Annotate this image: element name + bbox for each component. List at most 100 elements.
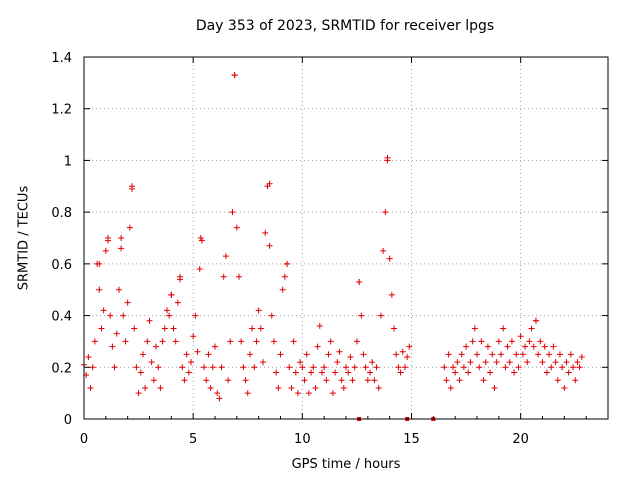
y-tick-label: 1.2 bbox=[51, 103, 72, 118]
data-point bbox=[87, 384, 94, 391]
data-point bbox=[404, 353, 411, 360]
data-point bbox=[277, 351, 284, 358]
data-point bbox=[124, 299, 131, 306]
data-point bbox=[196, 266, 203, 273]
data-point bbox=[133, 364, 140, 371]
data-point bbox=[96, 260, 103, 267]
data-point bbox=[122, 338, 129, 345]
data-point bbox=[100, 307, 107, 314]
data-point bbox=[382, 209, 389, 216]
data-point bbox=[251, 364, 258, 371]
data-point bbox=[98, 325, 105, 332]
data-point bbox=[262, 229, 269, 236]
data-point bbox=[465, 369, 472, 376]
data-points bbox=[81, 72, 585, 421]
data-point bbox=[212, 343, 218, 350]
data-point bbox=[316, 322, 323, 329]
data-point bbox=[371, 377, 378, 384]
data-point bbox=[129, 183, 136, 190]
data-point bbox=[506, 359, 513, 366]
y-tick-label: 0.4 bbox=[51, 310, 72, 325]
data-point bbox=[144, 338, 151, 345]
data-point bbox=[480, 377, 487, 384]
data-point bbox=[242, 377, 249, 384]
data-point bbox=[515, 364, 522, 371]
y-tick-label: 0 bbox=[64, 413, 72, 428]
data-point bbox=[194, 348, 201, 355]
x-tick-label: 5 bbox=[189, 432, 197, 447]
data-point bbox=[546, 351, 553, 358]
data-point bbox=[238, 338, 245, 345]
data-point bbox=[233, 224, 240, 231]
data-point bbox=[574, 359, 581, 366]
data-point bbox=[358, 312, 365, 319]
data-point bbox=[249, 325, 256, 332]
data-point bbox=[118, 245, 125, 252]
data-point bbox=[290, 338, 297, 345]
data-point bbox=[197, 235, 204, 241]
data-point bbox=[91, 338, 98, 345]
x-tick-label: 20 bbox=[512, 432, 529, 447]
data-point bbox=[153, 343, 160, 350]
data-point bbox=[214, 390, 221, 397]
data-point bbox=[139, 351, 146, 358]
data-point bbox=[198, 237, 205, 244]
data-point bbox=[519, 351, 526, 358]
data-point bbox=[550, 343, 557, 350]
data-point bbox=[314, 343, 321, 350]
data-point bbox=[375, 384, 382, 391]
data-point bbox=[471, 325, 478, 332]
data-point bbox=[109, 343, 116, 350]
data-point bbox=[244, 390, 251, 397]
data-point bbox=[131, 325, 138, 332]
data-point bbox=[397, 369, 404, 376]
data-point bbox=[526, 338, 533, 345]
data-point bbox=[343, 364, 349, 371]
data-point bbox=[578, 353, 585, 360]
data-point bbox=[484, 343, 491, 350]
y-tick-label: 1.4 bbox=[51, 51, 72, 66]
data-point bbox=[474, 351, 480, 358]
data-point bbox=[367, 369, 374, 376]
data-point bbox=[445, 351, 452, 358]
data-point bbox=[120, 312, 127, 319]
data-point bbox=[329, 390, 336, 397]
data-point bbox=[155, 364, 162, 371]
data-point bbox=[493, 359, 500, 366]
y-tick-label: 1 bbox=[64, 154, 72, 169]
data-point bbox=[380, 247, 387, 254]
data-point bbox=[572, 377, 579, 384]
data-point bbox=[183, 351, 190, 358]
x-tick-label: 10 bbox=[294, 432, 311, 447]
data-point bbox=[163, 307, 170, 314]
data-point bbox=[203, 377, 210, 384]
data-point bbox=[567, 351, 574, 358]
data-point bbox=[297, 359, 304, 366]
data-point bbox=[166, 312, 173, 319]
data-point bbox=[565, 369, 572, 376]
data-point bbox=[299, 364, 306, 371]
data-point bbox=[469, 338, 476, 345]
data-point bbox=[318, 369, 325, 376]
data-point bbox=[353, 338, 360, 345]
data-point bbox=[500, 325, 507, 332]
data-point bbox=[530, 343, 537, 350]
data-point bbox=[476, 364, 483, 371]
data-point bbox=[482, 359, 489, 366]
x-tick-label: 0 bbox=[80, 432, 88, 447]
data-point bbox=[177, 273, 184, 280]
data-point bbox=[517, 333, 524, 340]
data-point bbox=[393, 351, 400, 358]
data-point bbox=[260, 359, 267, 366]
data-point bbox=[159, 338, 166, 345]
data-point bbox=[236, 273, 243, 280]
data-point bbox=[150, 377, 157, 384]
data-point bbox=[231, 72, 238, 79]
data-point bbox=[347, 353, 354, 360]
data-point bbox=[266, 242, 273, 249]
data-point bbox=[373, 364, 380, 371]
data-point bbox=[303, 351, 310, 358]
axis-ticks: 0 0.2 0.4 0.6 0.8 1 1.2 1.4 0 5 10 15 20 bbox=[51, 51, 609, 447]
data-point bbox=[275, 384, 282, 391]
data-point bbox=[268, 312, 275, 319]
